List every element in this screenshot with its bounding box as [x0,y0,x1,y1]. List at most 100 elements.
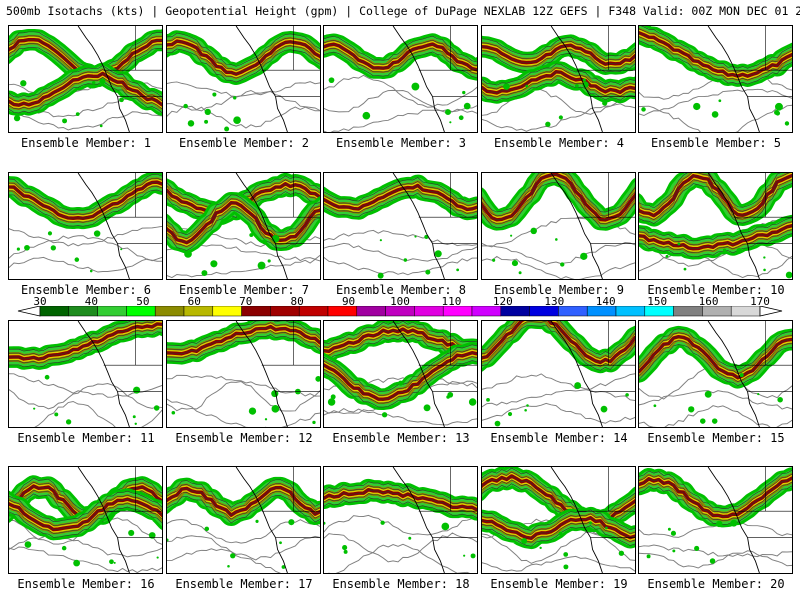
ensemble-member-caption: Ensemble Member: 17 [175,577,313,591]
ensemble-member-caption: Ensemble Member: 8 [335,283,467,297]
ensemble-member-map[interactable] [166,466,321,574]
height-contour-in-jet [324,188,477,214]
isotach-speck [775,102,783,111]
isotach-speck [230,553,236,559]
height-contour [167,380,320,412]
ensemble-member-map[interactable] [8,466,163,574]
isotach-speck [618,550,625,556]
ensemble-member-map[interactable] [481,172,636,280]
height-contour-in-jet [482,321,635,363]
height-contour [324,242,477,262]
ensemble-member-map[interactable] [323,172,478,280]
isotach-speck [187,120,195,127]
isotach-speck [463,554,466,557]
isotach-speck [711,111,719,118]
colorbar-tick-label: 110 [441,295,462,308]
isotach-speck [264,418,268,421]
colorbar-swatch [385,306,415,317]
chart-header-title: 500mb Isotachs (kts) | Geopotential Heig… [6,4,800,18]
ensemble-member-map[interactable] [323,466,478,574]
isotach-speck [99,78,106,85]
height-contour-in-jet [640,26,792,69]
height-contour [639,241,792,267]
height-contour-in-jet [482,173,635,213]
height-contour-in-jet [9,73,162,106]
isotach-speck [784,121,790,126]
ensemble-member-map[interactable] [8,172,163,280]
isotach-speck [555,238,558,241]
ensemble-member-map[interactable] [323,320,478,428]
ensemble-member-map[interactable] [638,466,793,574]
isotach-speck [582,78,586,82]
isotach-speck [605,526,608,530]
ensemble-member-caption: Ensemble Member: 19 [490,577,628,591]
ensemble-member-map[interactable] [323,25,478,133]
height-contour [167,519,320,544]
isotach-speck [128,529,135,536]
colorbar-swatch [212,306,242,317]
colorbar-swatch [673,306,703,317]
isotach-speck [715,520,723,528]
height-contour-in-jet [482,324,635,371]
ensemble-member-map[interactable] [8,320,163,428]
coastline [77,321,130,427]
map-plot [324,467,477,573]
height-contour [9,256,162,273]
height-contour-in-jet [167,32,320,67]
ensemble-member-map[interactable] [481,25,636,133]
colorbar-right-arrow [759,306,783,317]
colorbar-tick-label: 50 [136,295,150,308]
coastline [235,26,288,132]
political-border [733,26,792,97]
height-contour-in-jet [639,328,792,371]
colorbar-swatch [97,306,127,317]
ensemble-member-map[interactable] [638,172,793,280]
colorbar-swatch [558,306,588,317]
height-contour [167,89,320,112]
ensemble-member-map[interactable] [638,25,793,133]
height-contour-in-jet [639,340,792,382]
height-contour-in-jet [167,487,320,516]
isotach-speck [526,404,529,407]
ensemble-member-map[interactable] [166,172,321,280]
ensemble-member-map[interactable] [8,25,163,133]
height-contour-in-jet [639,332,792,375]
isotach-speck [503,83,510,90]
isotach-speck [653,404,657,408]
ensemble-member-map[interactable] [481,320,636,428]
height-contour-in-jet [639,36,792,81]
isotach-speck [468,398,477,406]
ensemble-member-map[interactable] [638,320,793,428]
ensemble-member-caption: Ensemble Member: 9 [493,283,625,297]
isotach-speck [425,269,431,275]
ensemble-member-caption: Ensemble Member: 18 [332,577,470,591]
isotach-speck [201,270,208,276]
height-contour-in-jet [639,175,792,217]
isotach-speck [74,257,80,262]
colorbar-swatch [241,306,271,317]
height-contour [9,533,162,558]
height-contour-in-jet [639,469,792,510]
map-plot [9,467,162,573]
ensemble-member-caption: Ensemble Member: 5 [650,136,782,150]
height-contour [9,383,162,410]
isotach-speck [700,418,706,424]
height-contour [482,555,635,572]
political-border [261,173,320,244]
ensemble-member-map[interactable] [166,320,321,428]
colorbar-tick-label: 30 [33,295,47,308]
ensemble-member-map[interactable] [166,25,321,133]
isotach-speck [414,235,417,238]
colorbar-tick-label: 60 [187,295,201,308]
colorbar-swatch [529,306,559,317]
colorbar-swatch [730,306,761,317]
ensemble-member-map[interactable] [481,466,636,574]
isotach-speck [688,406,695,413]
height-contour-in-jet [324,324,477,348]
isotach-speck [255,519,259,523]
height-contour-in-jet [9,331,162,368]
height-contour-in-jet [324,356,477,404]
ensemble-member-caption: Ensemble Member: 15 [647,431,785,445]
height-contour-in-jet [639,221,792,246]
map-plot [639,321,792,427]
